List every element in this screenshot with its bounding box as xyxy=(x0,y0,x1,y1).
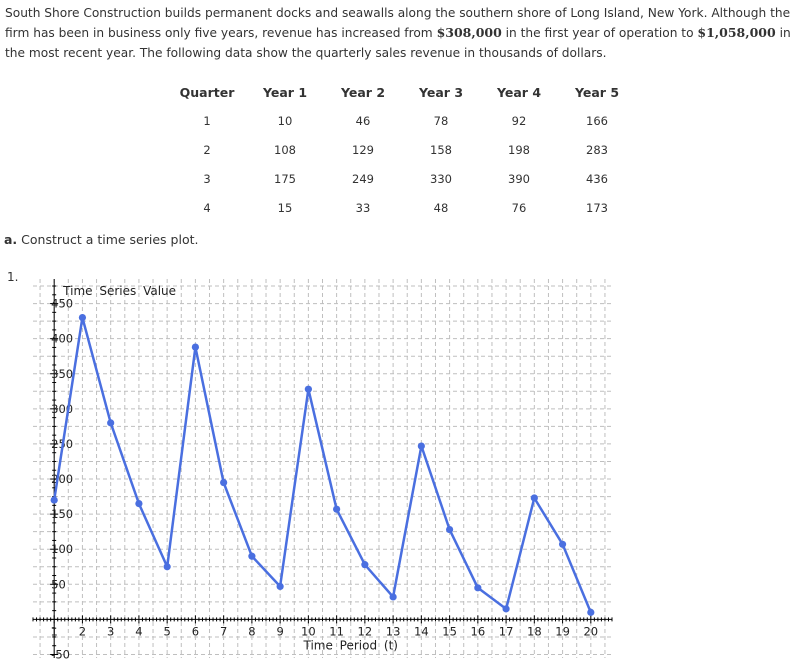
x-tick-label: 10 xyxy=(301,624,316,638)
data-point xyxy=(304,385,312,393)
table-cell: 78 xyxy=(433,113,449,128)
data-point xyxy=(107,419,115,427)
x-tick-label: 6 xyxy=(192,624,199,638)
table-cell: 198 xyxy=(508,142,530,157)
table-row: 4 15 33 48 76 173 xyxy=(168,193,636,222)
x-tick-label: 15 xyxy=(442,624,457,638)
data-point xyxy=(163,563,171,571)
x-tick-label: 16 xyxy=(471,624,486,638)
data-point xyxy=(417,442,425,450)
x-tick-label: 7 xyxy=(220,624,227,638)
part-a-text: Construct a time series plot. xyxy=(21,232,199,247)
table-header-row: Quarter Year 1 Year 2 Year 3 Year 4 Year… xyxy=(168,78,636,106)
y-tick-label: 350 xyxy=(51,367,73,381)
table-cell: 15 xyxy=(277,200,293,215)
table-row: 1 10 46 78 92 166 xyxy=(168,106,636,135)
table-cell: 2 xyxy=(203,142,211,157)
x-tick-label: 9 xyxy=(276,624,283,638)
question-number: 1. xyxy=(7,270,19,284)
x-tick-label: 13 xyxy=(386,624,401,638)
table-cell: 173 xyxy=(586,200,608,215)
x-tick-label: 4 xyxy=(135,624,142,638)
revenue-recent-year: $1,058,000 xyxy=(697,25,776,40)
table-cell: 436 xyxy=(586,171,608,186)
x-axis-label: Time Period (t) xyxy=(303,638,398,652)
x-tick-label: 5 xyxy=(163,624,170,638)
intro-text-1: South Shore Construction builds permanen… xyxy=(5,6,791,40)
header-year-5: Year 5 xyxy=(574,84,620,100)
data-point xyxy=(78,314,87,322)
table-cell: 10 xyxy=(277,113,293,128)
x-tick-label: 17 xyxy=(499,624,514,638)
x-tick-label: 12 xyxy=(358,624,373,638)
x-tick-label: 8 xyxy=(248,624,255,638)
data-point xyxy=(333,505,341,513)
table-cell: 76 xyxy=(511,200,527,215)
intro-text-3: in the most recent year. The following d… xyxy=(5,26,791,60)
y-tick-label: 450 xyxy=(51,297,73,311)
data-point xyxy=(558,540,567,548)
y-tick-label: 400 xyxy=(51,332,73,346)
table-cell: 92 xyxy=(511,113,527,128)
data-point xyxy=(248,552,256,560)
y-tick-label: 100 xyxy=(51,542,73,556)
revenue-first-year: $308,000 xyxy=(436,25,502,40)
y-tick-label: 50 xyxy=(51,577,66,591)
data-point xyxy=(587,608,595,616)
header-year-2: Year 2 xyxy=(340,84,386,100)
part-a-letter: a. xyxy=(4,232,18,247)
data-point xyxy=(135,499,143,508)
x-tick-label: 19 xyxy=(555,624,570,638)
x-tick-label: 2 xyxy=(79,624,86,638)
data-point xyxy=(191,343,200,351)
table-cell: 33 xyxy=(355,200,371,215)
table-cell: 1 xyxy=(203,113,211,128)
table-row: 3 175 249 330 390 436 xyxy=(168,164,636,193)
table-cell: 3 xyxy=(203,171,211,186)
part-a-prompt: a. Construct a time series plot. xyxy=(4,232,198,247)
data-point xyxy=(389,593,397,601)
data-point xyxy=(50,496,58,504)
table-cell: 283 xyxy=(586,142,608,157)
table-cell: 158 xyxy=(430,142,452,157)
data-point xyxy=(276,582,284,591)
data-point xyxy=(530,494,538,502)
y-axis-label: Time Series Value xyxy=(62,284,176,298)
intro-text-2: in the first year of operation to xyxy=(501,26,698,40)
table-cell: 175 xyxy=(274,171,296,186)
y-tick-label: 200 xyxy=(51,472,73,486)
table-cell: 249 xyxy=(352,171,374,186)
table-cell: 46 xyxy=(355,113,371,128)
header-year-4: Year 4 xyxy=(496,84,542,100)
x-tick-label: 20 xyxy=(583,624,598,638)
table-cell: 166 xyxy=(586,113,608,128)
series-line xyxy=(52,316,592,613)
header-year-1: Year 1 xyxy=(262,84,308,100)
table-cell: 4 xyxy=(203,200,211,215)
x-tick-label: 18 xyxy=(527,624,542,638)
x-tick-label: 11 xyxy=(329,624,344,638)
table-cell: 390 xyxy=(508,171,530,186)
x-tick-label: 14 xyxy=(414,624,429,638)
data-point xyxy=(502,605,510,613)
data-point xyxy=(445,525,454,534)
y-tick-label: 150 xyxy=(51,507,73,521)
data-point xyxy=(474,584,482,592)
x-tick-label: 3 xyxy=(107,624,114,638)
sales-table: Quarter Year 1 Year 2 Year 3 Year 4 Year… xyxy=(168,78,636,222)
x-tick-label: 1 xyxy=(51,624,58,638)
table-cell: 48 xyxy=(433,200,449,215)
y-tick-label: -50 xyxy=(51,647,70,661)
table-cell: 330 xyxy=(430,171,452,186)
table-row: 2 108 129 158 198 283 xyxy=(168,135,636,164)
header-year-3: Year 3 xyxy=(418,84,464,100)
table-cell: 129 xyxy=(352,142,374,157)
data-point xyxy=(361,561,369,569)
data-point xyxy=(220,478,228,487)
table-cell: 108 xyxy=(274,142,296,157)
header-quarter: Quarter xyxy=(179,84,235,100)
problem-intro: South Shore Construction builds permanen… xyxy=(5,3,795,63)
